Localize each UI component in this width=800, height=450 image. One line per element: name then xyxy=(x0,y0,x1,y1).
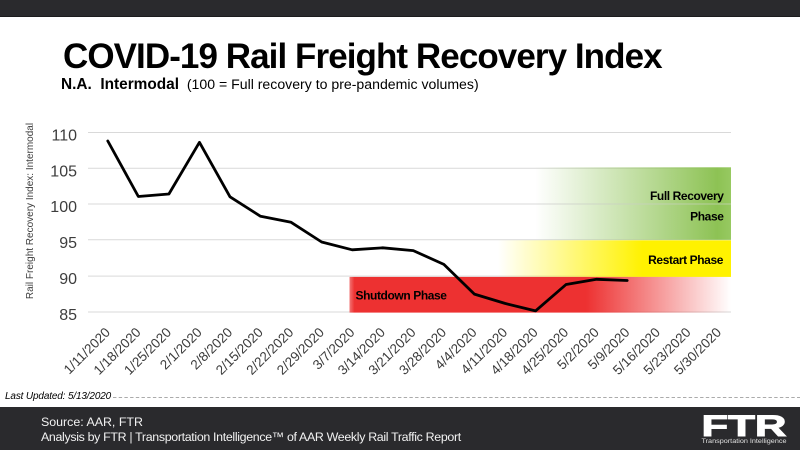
svg-text:110: 110 xyxy=(51,128,77,145)
svg-text:100: 100 xyxy=(50,199,77,216)
svg-text:95: 95 xyxy=(59,235,77,252)
svg-text:85: 85 xyxy=(59,307,77,324)
svg-text:Restart Phase: Restart Phase xyxy=(648,253,724,267)
svg-text:105: 105 xyxy=(50,163,77,180)
svg-text:Full Recovery: Full Recovery xyxy=(650,189,724,203)
svg-text:Shutdown Phase: Shutdown Phase xyxy=(356,288,448,302)
svg-text:FTR: FTR xyxy=(702,410,787,443)
svg-text:Rail Freight Recovery Index: I: Rail Freight Recovery Index: Intermodal xyxy=(25,123,36,299)
svg-text:90: 90 xyxy=(59,271,77,288)
svg-text:Transportation Intelligence: Transportation Intelligence xyxy=(702,438,788,445)
svg-text:Phase: Phase xyxy=(690,210,724,224)
